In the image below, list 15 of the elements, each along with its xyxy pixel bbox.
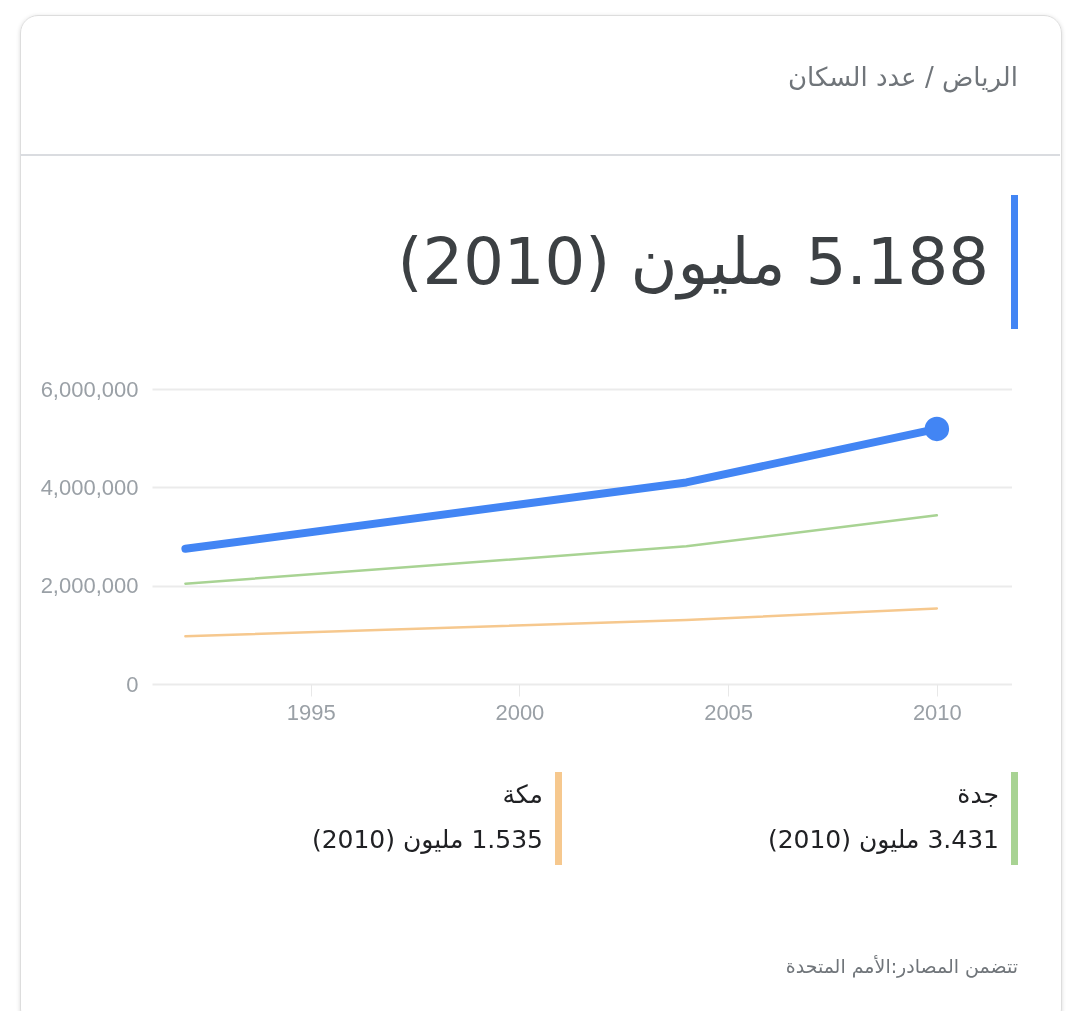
legend-label: مكة [501, 779, 543, 811]
chart-title: 5.188 مليون (2010) [397, 225, 989, 299]
y-tick-label: 6,000,000 [40, 376, 139, 402]
x-tick-label: 2000 [495, 699, 545, 725]
y-tick-label: 0 [126, 671, 139, 697]
text: 1.535 مليون (2010) [311, 824, 543, 856]
x-tick-label: 2005 [704, 699, 754, 725]
text: 3.431 مليون (2010) [767, 824, 999, 856]
x-tick-label: 1995 [286, 699, 336, 725]
chart-subtitle: الرياض / عدد السكان [787, 62, 1018, 92]
y-tick-label: 2,000,000 [40, 573, 139, 599]
x-tick-label: 2010 [912, 699, 962, 725]
legend-label: جدة [956, 779, 999, 811]
y-tick-label: 4,000,000 [40, 474, 139, 500]
text: تتضمن المصادر:الأمم المتحدة [785, 955, 1018, 977]
